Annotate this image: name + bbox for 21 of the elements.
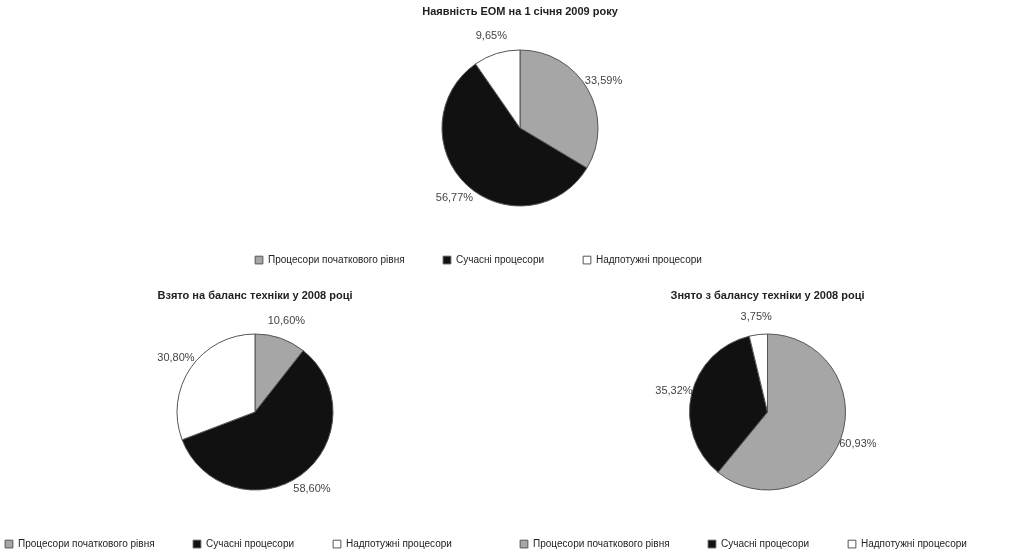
chart-title: Знято з балансу техніки у 2008 році [670,289,865,301]
data-label: 56,77% [435,191,474,204]
legend-label: Сучасні процесори [206,538,295,550]
data-label: 3,75% [740,309,773,322]
legend-label: Процесори початкового рівня [533,538,670,550]
legend-label: Процесори початкового рівня [18,538,155,550]
data-label: 58,60% [293,482,331,495]
legend-label: Сучасні процесори [456,254,545,266]
data-label: 35,32% [655,383,693,396]
legend-label: Надпотужні процесори [346,538,452,550]
legend-label: Надпотужні процесори [861,538,967,550]
chart-title: Наявність ЕОМ на 1 січня 2009 року [422,5,619,17]
data-label: 60,93% [839,437,877,450]
legend-label: Сучасні процесори [721,538,810,550]
data-label: 33,59% [584,73,623,86]
data-label: 30,80% [157,350,195,363]
legend-label: Надпотужні процесори [596,254,702,266]
data-label: 10,60% [267,314,306,327]
chart-title: Взято на баланс техніки у 2008 році [157,289,353,301]
data-label: 9,65% [475,29,508,42]
legend-label: Процесори початкового рівня [268,254,405,266]
